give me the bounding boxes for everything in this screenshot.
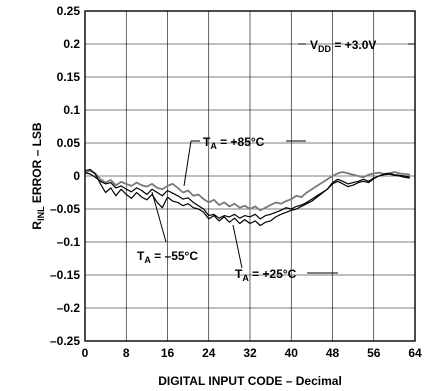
x-axis-title: DIGITAL INPUT CODE – Decimal [158,374,342,388]
series-line-tm55 [84,168,410,227]
t85-annotation: TA = +85°C [203,135,265,151]
t25-leader [232,224,243,269]
y-tick-labels: 0.25 0.2 0.15 0.1 0.05 0 –0.05 –0.1 –0.15 –0.2 –0.… [50,4,80,348]
x-tick-label: 56 [367,346,381,360]
y-tick-label: –0.15 [50,268,80,282]
x-tick-label: 48 [326,346,340,360]
x-tick-label: 64 [408,346,422,360]
x-tick-label: 40 [285,346,299,360]
y-tick-label: –0.25 [50,334,80,348]
x-tick-label: 0 [82,346,89,360]
series-line-t85 [84,169,410,212]
y-tick-label: –0.2 [57,301,81,315]
tm55-leader [151,191,167,243]
y-tick-label: 0.25 [57,4,81,18]
y-tick-label: –0.05 [50,202,80,216]
plot-frame [84,10,416,342]
vdd-annotation: VDD = +3.0V [310,38,376,54]
tm55-annotation: TA = –55°C [137,249,198,265]
y-axis-title: RINL ERROR – LSB [30,122,46,230]
x-tick-label: 24 [202,346,216,360]
t25-annotation: TA = +25°C [235,267,297,283]
y-tick-label: 0.1 [63,103,80,117]
series-line-t25 [84,172,410,220]
t85-leader-pointer [183,140,192,187]
y-tick-label: 0 [73,169,80,183]
y-tick-label: 0.15 [57,70,81,84]
x-tick-label: 16 [161,346,175,360]
x-tick-label: 8 [123,346,130,360]
annotation-leaders [151,43,415,274]
x-tick-labels: 0 8 16 24 32 40 48 56 64 [82,346,422,360]
y-tick-label: 0.2 [63,37,80,51]
y-tick-label: 0.05 [57,136,81,150]
y-tick-label: –0.1 [57,235,81,249]
series-lines [84,168,410,227]
x-tick-label: 32 [243,346,257,360]
